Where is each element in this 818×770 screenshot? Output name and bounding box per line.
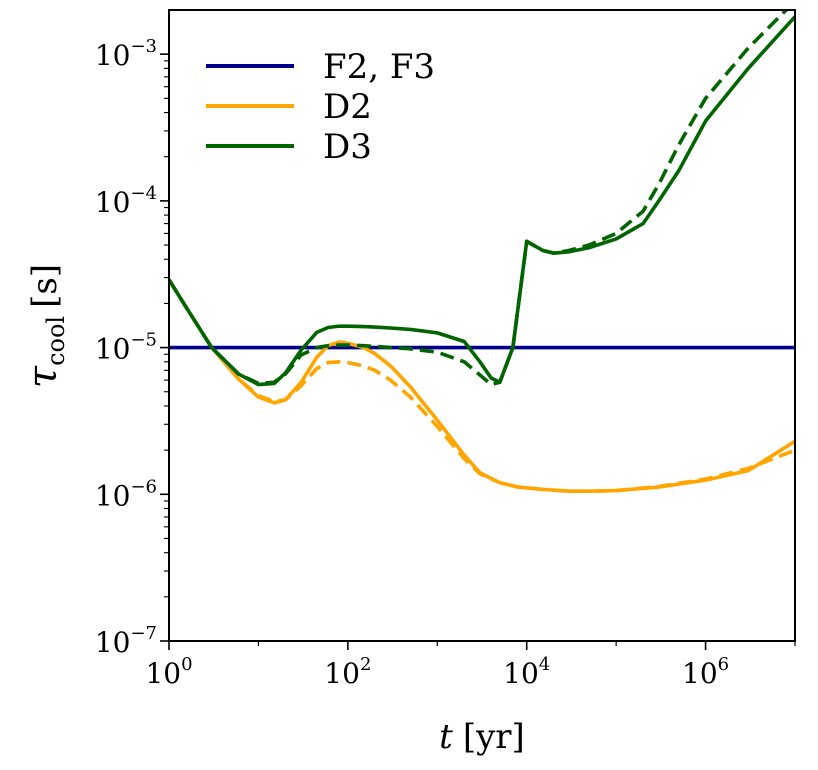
x-tick-label: 100 [145,654,192,690]
x-tick-label: 102 [324,654,371,690]
plot-frame [168,9,796,642]
series-line-3 [169,15,795,387]
legend-label: F2, F3 [323,47,435,87]
y-axis-unit: [s] [25,264,65,308]
y-axis-label: τcool [s] [20,264,70,388]
y-axis-subscript: cool [42,316,70,366]
y-tick-label: 10−7 [95,623,157,659]
legend-label: D2 [323,87,372,127]
y-tick-label: 10−6 [95,476,157,512]
series-line-2 [169,278,795,493]
x-axis-label: t [yr] [439,717,525,757]
x-axis-symbol: t [439,717,453,757]
plot-area [169,10,795,493]
y-axis-symbol: τ [20,365,66,388]
y-tick-label: 10−4 [95,183,157,219]
axis-ticks: 100 102 104 106 10−7 10−6 10−5 10−4 10−3 [95,36,796,690]
legend-label: D3 [323,127,372,167]
x-axis-unit: [yr] [463,717,525,757]
x-tick-label: 104 [503,654,550,690]
series-line-4 [169,10,789,387]
y-tick-label: 10−3 [95,36,157,72]
x-tick-label: 106 [682,654,729,690]
y-tick-label: 10−5 [95,330,157,366]
